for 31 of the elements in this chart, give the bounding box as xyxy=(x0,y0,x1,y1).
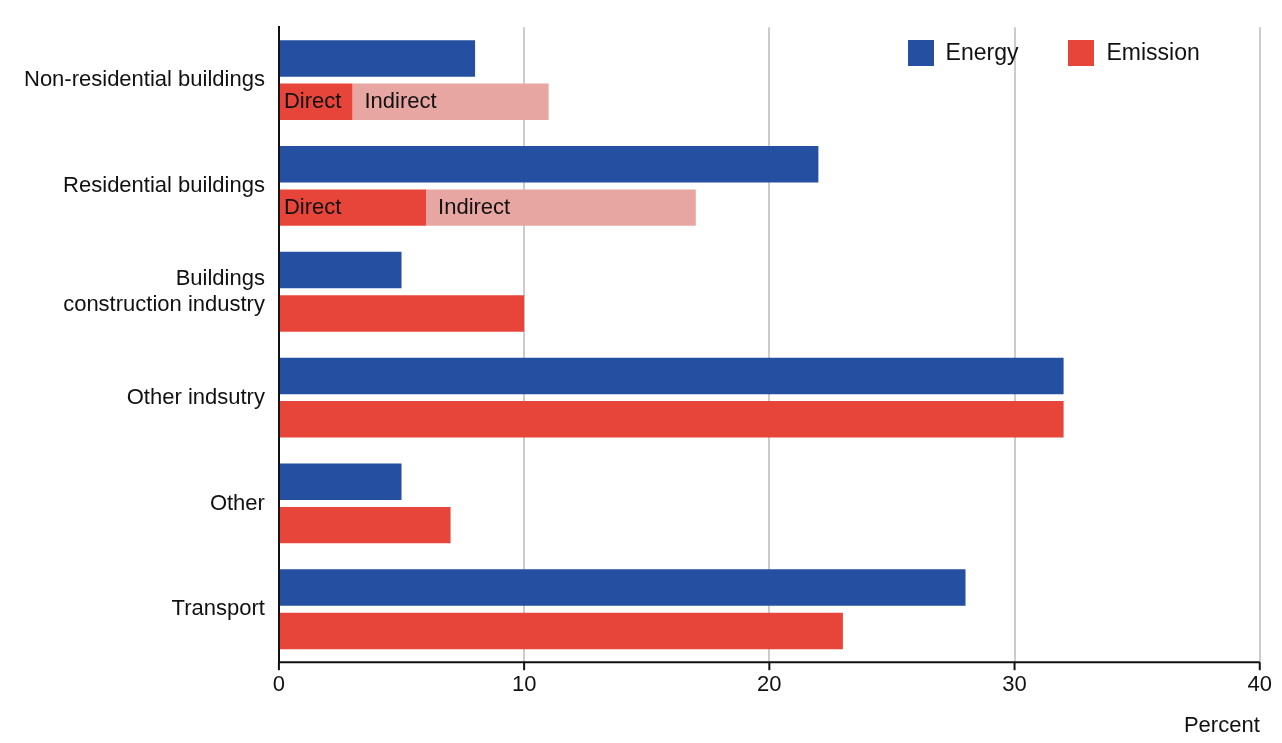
data-label: Direct xyxy=(283,193,342,219)
data-label: Direct xyxy=(283,87,342,113)
y-tick-label: Buildings construction industry xyxy=(63,264,265,317)
x-tick-label: 30 xyxy=(1002,671,1027,697)
y-tick-label: Other indsutry xyxy=(126,383,265,409)
y-tick-label: Residential buildings xyxy=(63,172,265,198)
y-tick-label: Other xyxy=(209,489,265,515)
y-tick-label: Non-residential buildings xyxy=(23,66,265,92)
bar xyxy=(279,251,402,289)
data-label: Indirect xyxy=(438,193,511,219)
bar xyxy=(279,463,402,500)
legend-label: Energy xyxy=(945,39,1019,67)
bar xyxy=(279,295,525,332)
bar xyxy=(279,146,819,183)
y-tick-label: Transport xyxy=(171,595,265,621)
x-tick-label: 0 xyxy=(272,671,286,697)
x-axis-title: Percent xyxy=(1183,711,1260,737)
bar xyxy=(279,612,843,650)
bar xyxy=(426,189,696,226)
data-label: Indirect xyxy=(364,87,437,113)
x-tick-label: 20 xyxy=(757,671,782,697)
x-tick-label: 40 xyxy=(1247,671,1273,697)
x-tick-label: 10 xyxy=(511,671,537,697)
bar xyxy=(352,83,549,121)
bar xyxy=(279,569,966,606)
bar xyxy=(279,189,427,226)
bar xyxy=(279,401,1064,438)
bar xyxy=(279,506,451,544)
legend-label: Emission xyxy=(1106,39,1200,67)
bar xyxy=(279,357,1064,395)
bar xyxy=(279,40,476,77)
